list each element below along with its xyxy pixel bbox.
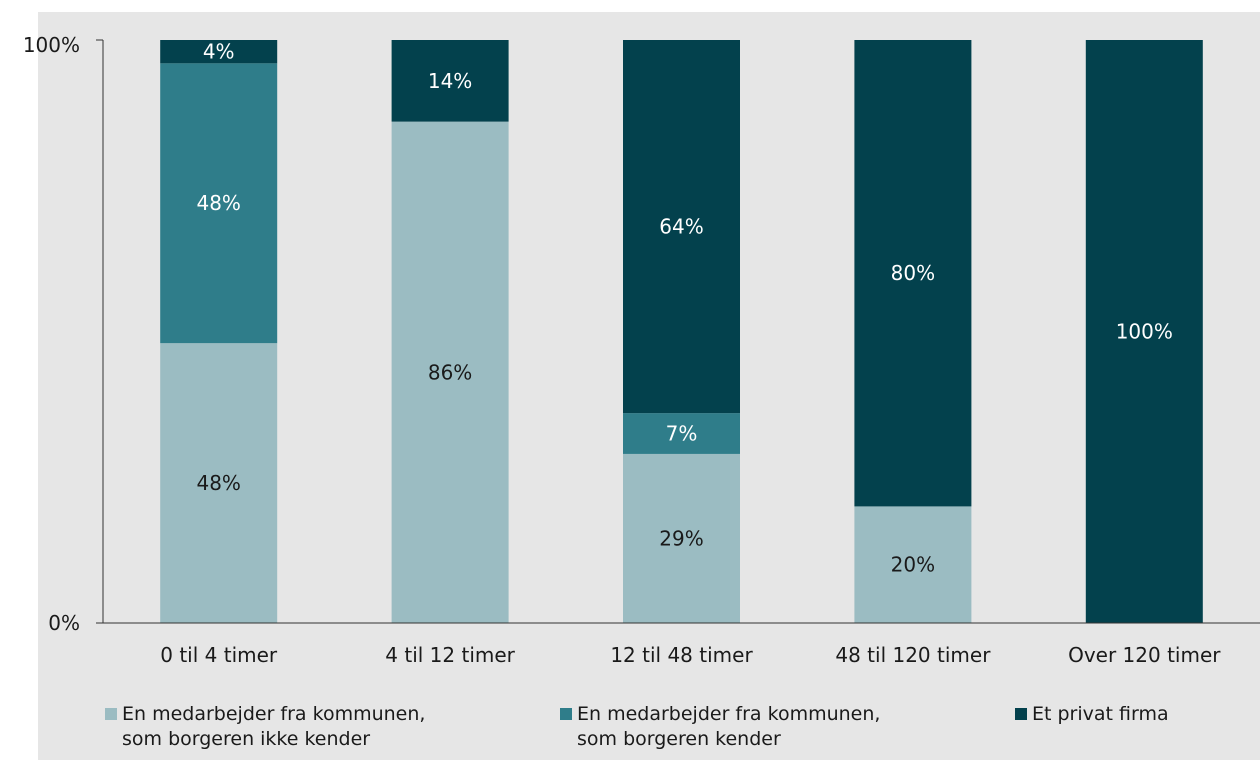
data-labels-group: 48% 48% 4% 86% 14% 29% 7% 64% 20% 80% 100% xyxy=(196,40,1172,577)
legend-swatch-private-firm xyxy=(1015,708,1027,720)
legend-label-known-employee: En medarbejder fra kommunen, som borgere… xyxy=(577,703,881,750)
legend-label-private-firm: Et privat firma xyxy=(1032,703,1169,725)
stacked-bar-chart: 48% 48% 4% 86% 14% 29% 7% 64% 20% 80% 100% 0 til 4… xyxy=(23,33,1260,667)
y-tick-label-top: 100% xyxy=(23,33,80,57)
data-label-12-til-48-timer-series-2: 64% xyxy=(659,215,703,239)
data-label-48-til-120-timer-series-2: 80% xyxy=(891,261,935,285)
bar-segment-0-til-4-timer-series-2 xyxy=(160,40,278,64)
legend-item-unknown-employee: En medarbejder fra kommunen, som borgere… xyxy=(105,702,425,752)
data-label-48-til-120-timer-series-0: 20% xyxy=(891,553,935,577)
x-tick-label-48-til-120-timer: 48 til 120 timer xyxy=(835,643,991,667)
bar-segment-4-til-12-timer-series-0 xyxy=(391,121,509,624)
bar-segment-48-til-120-timer-series-0 xyxy=(854,506,972,623)
bar-segment-48-til-120-timer-series-2 xyxy=(854,40,972,507)
bar-segment-over-120-timer-series-2 xyxy=(1085,40,1203,623)
bars-group xyxy=(160,40,1203,624)
bar-segment-12-til-48-timer-series-0 xyxy=(623,453,740,623)
data-label-4-til-12-timer-series-0: 86% xyxy=(428,360,472,384)
y-tick-label-bottom: 0% xyxy=(48,611,80,635)
data-label-0-til-4-timer-series-0: 48% xyxy=(196,471,240,495)
data-label-0-til-4-timer-series-1: 48% xyxy=(196,191,240,215)
axes-group: 0 til 4 timer 4 til 12 timer 12 til 48 tim… xyxy=(23,33,1260,667)
data-label-12-til-48-timer-series-0: 29% xyxy=(659,526,703,550)
legend-item-known-employee: En medarbejder fra kommunen, som borgere… xyxy=(560,702,880,752)
x-tick-label-over-120-timer: Over 120 timer xyxy=(1068,643,1221,667)
legend-item-private-firm: Et privat firma xyxy=(1015,702,1169,727)
data-label-0-til-4-timer-series-2: 4% xyxy=(203,40,235,64)
bar-segment-0-til-4-timer-series-1 xyxy=(160,63,278,344)
data-label-4-til-12-timer-series-2: 14% xyxy=(428,69,472,93)
legend: En medarbejder fra kommunen, som borgere… xyxy=(0,702,1260,752)
bar-segment-0-til-4-timer-series-0 xyxy=(160,343,278,623)
x-tick-label-4-til-12-timer: 4 til 12 timer xyxy=(385,643,515,667)
legend-swatch-known-employee xyxy=(560,708,572,720)
x-tick-label-12-til-48-timer: 12 til 48 timer xyxy=(610,643,753,667)
bar-segment-4-til-12-timer-series-2 xyxy=(391,40,509,122)
legend-label-unknown-employee: En medarbejder fra kommunen, som borgere… xyxy=(122,703,426,750)
x-tick-label-0-til-4-timer: 0 til 4 timer xyxy=(160,643,278,667)
bar-segment-12-til-48-timer-series-1 xyxy=(623,413,740,454)
data-label-12-til-48-timer-series-1: 7% xyxy=(666,422,698,446)
legend-swatch-unknown-employee xyxy=(105,708,117,720)
bar-segment-12-til-48-timer-series-2 xyxy=(623,40,740,414)
data-label-over-120-timer-series-2: 100% xyxy=(1116,320,1173,344)
